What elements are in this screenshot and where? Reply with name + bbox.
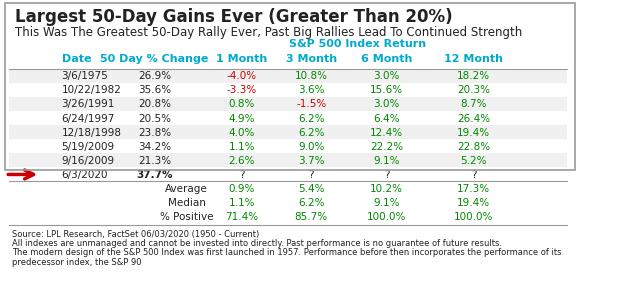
Text: ?: ? — [239, 170, 244, 180]
Text: 6.2%: 6.2% — [298, 198, 325, 208]
Text: 5/19/2009: 5/19/2009 — [62, 141, 114, 152]
Text: -1.5%: -1.5% — [296, 99, 327, 110]
Text: 6/24/1997: 6/24/1997 — [62, 113, 115, 123]
Text: 4.9%: 4.9% — [228, 113, 255, 123]
Text: 19.4%: 19.4% — [457, 198, 491, 208]
Text: Median: Median — [168, 198, 205, 208]
Text: 37.7%: 37.7% — [136, 170, 173, 180]
Text: 0.8%: 0.8% — [228, 99, 255, 110]
Text: Largest 50-Day Gains Ever (Greater Than 20%): Largest 50-Day Gains Ever (Greater Than … — [15, 7, 453, 25]
Text: 6.2%: 6.2% — [298, 128, 325, 138]
Text: 100.0%: 100.0% — [367, 212, 406, 222]
Text: 20.8%: 20.8% — [138, 99, 171, 110]
Text: 9.1%: 9.1% — [374, 156, 400, 166]
Text: 9.1%: 9.1% — [374, 198, 400, 208]
Text: 34.2%: 34.2% — [138, 141, 171, 152]
Text: 3.0%: 3.0% — [374, 99, 400, 110]
Text: 71.4%: 71.4% — [225, 212, 258, 222]
Bar — [10, 210, 566, 224]
Text: 5.2%: 5.2% — [460, 156, 487, 166]
Text: 26.4%: 26.4% — [457, 113, 491, 123]
Text: 9/16/2009: 9/16/2009 — [62, 156, 114, 166]
Text: 20.3%: 20.3% — [457, 86, 490, 95]
Text: 5.4%: 5.4% — [298, 184, 325, 194]
Text: All indexes are unmanaged and cannot be invested into directly. Past performance: All indexes are unmanaged and cannot be … — [12, 239, 502, 248]
Text: 22.2%: 22.2% — [370, 141, 403, 152]
Bar — [10, 153, 566, 168]
Text: ?: ? — [471, 170, 476, 180]
Text: Date: Date — [62, 54, 91, 64]
Bar — [10, 125, 566, 139]
Text: -4.0%: -4.0% — [226, 71, 257, 81]
Text: 12 Month: 12 Month — [444, 54, 503, 64]
Text: 26.9%: 26.9% — [138, 71, 171, 81]
Text: % Positive: % Positive — [159, 212, 213, 222]
Text: ?: ? — [309, 170, 314, 180]
Text: Average: Average — [165, 184, 208, 194]
Text: 10.8%: 10.8% — [294, 71, 328, 81]
Text: 3.7%: 3.7% — [298, 156, 325, 166]
Text: 3/26/1991: 3/26/1991 — [62, 99, 115, 110]
Text: 4.0%: 4.0% — [228, 128, 255, 138]
Text: 20.5%: 20.5% — [138, 113, 171, 123]
Text: 6.4%: 6.4% — [374, 113, 400, 123]
Text: 3/6/1975: 3/6/1975 — [62, 71, 109, 81]
Text: 15.6%: 15.6% — [370, 86, 403, 95]
Text: 19.4%: 19.4% — [457, 128, 491, 138]
Text: The modern design of the S&P 500 Index was first launched in 1957. Performance b: The modern design of the S&P 500 Index w… — [12, 248, 562, 258]
Text: -3.3%: -3.3% — [226, 86, 257, 95]
Text: predecessor index, the S&P 90: predecessor index, the S&P 90 — [12, 258, 142, 267]
Text: 1.1%: 1.1% — [228, 141, 255, 152]
Text: 1.1%: 1.1% — [228, 198, 255, 208]
Text: 3.0%: 3.0% — [374, 71, 400, 81]
Text: 100.0%: 100.0% — [454, 212, 493, 222]
Text: 6 Month: 6 Month — [361, 54, 412, 64]
Text: 22.8%: 22.8% — [457, 141, 491, 152]
Text: 12/18/1998: 12/18/1998 — [62, 128, 122, 138]
Text: 8.7%: 8.7% — [460, 99, 487, 110]
Text: 2.6%: 2.6% — [228, 156, 255, 166]
Bar — [10, 182, 566, 196]
Text: 85.7%: 85.7% — [294, 212, 328, 222]
Text: 21.3%: 21.3% — [138, 156, 171, 166]
Text: 23.8%: 23.8% — [138, 128, 171, 138]
Text: 10.2%: 10.2% — [370, 184, 403, 194]
Text: 3.6%: 3.6% — [298, 86, 325, 95]
Text: 10/22/1982: 10/22/1982 — [62, 86, 122, 95]
Text: 6/3/2020: 6/3/2020 — [62, 170, 108, 180]
Text: ?: ? — [384, 170, 390, 180]
Text: Source: LPL Research, FactSet 06/03/2020 (1950 - Current): Source: LPL Research, FactSet 06/03/2020… — [12, 230, 260, 239]
Text: 12.4%: 12.4% — [370, 128, 403, 138]
Text: 35.6%: 35.6% — [138, 86, 171, 95]
Text: 3 Month: 3 Month — [285, 54, 337, 64]
Text: 0.9%: 0.9% — [228, 184, 255, 194]
Text: 6.2%: 6.2% — [298, 113, 325, 123]
Text: 9.0%: 9.0% — [298, 141, 325, 152]
Text: 17.3%: 17.3% — [457, 184, 491, 194]
Text: 18.2%: 18.2% — [457, 71, 491, 81]
Bar — [10, 69, 566, 83]
Text: S&P 500 Index Return: S&P 500 Index Return — [289, 39, 426, 49]
Bar — [10, 97, 566, 111]
Text: 50 Day % Change: 50 Day % Change — [100, 54, 209, 64]
Text: This Was The Greatest 50-Day Rally Ever, Past Big Rallies Lead To Continued Stre: This Was The Greatest 50-Day Rally Ever,… — [15, 25, 523, 38]
Text: 1 Month: 1 Month — [216, 54, 267, 64]
